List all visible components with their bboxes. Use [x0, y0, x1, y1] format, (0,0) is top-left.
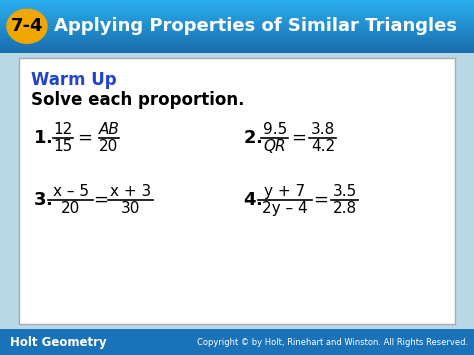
- Bar: [0, 45, 474, 47]
- Bar: [0, 24, 474, 26]
- Bar: [0, 18, 474, 21]
- Bar: [0, 26, 474, 29]
- Text: Solve each proportion.: Solve each proportion.: [31, 91, 245, 109]
- Text: 2y – 4: 2y – 4: [262, 201, 308, 215]
- Bar: [0, 37, 474, 39]
- Bar: [0, 16, 474, 18]
- Polygon shape: [7, 9, 47, 43]
- Bar: [0, 8, 474, 11]
- Bar: [0, 0, 474, 2]
- Bar: [0, 50, 474, 53]
- Bar: [0, 11, 474, 13]
- Text: 9.5: 9.5: [263, 121, 287, 137]
- Text: 7-4: 7-4: [11, 17, 43, 35]
- Text: 3.8: 3.8: [311, 121, 335, 137]
- Text: 20: 20: [100, 138, 118, 154]
- Text: 12: 12: [54, 121, 73, 137]
- Bar: [0, 13, 474, 16]
- Bar: [19, 58, 455, 324]
- Text: QR: QR: [264, 138, 286, 154]
- Bar: [0, 32, 474, 34]
- Text: x + 3: x + 3: [110, 184, 152, 198]
- Text: 15: 15: [54, 138, 73, 154]
- Bar: [0, 39, 474, 42]
- Bar: [0, 329, 474, 355]
- Text: 20: 20: [61, 201, 81, 215]
- Text: Applying Properties of Similar Triangles: Applying Properties of Similar Triangles: [54, 17, 457, 35]
- Text: $\bf{1.}$: $\bf{1.}$: [33, 129, 53, 147]
- Text: =: =: [313, 191, 328, 208]
- Bar: [0, 5, 474, 8]
- Bar: [0, 2, 474, 5]
- Text: =: =: [292, 129, 307, 147]
- Text: 4.2: 4.2: [311, 138, 335, 154]
- Text: 2.8: 2.8: [333, 201, 357, 215]
- Text: =: =: [93, 191, 109, 208]
- Text: $\bf{4.}$: $\bf{4.}$: [243, 191, 263, 208]
- Text: Holt Geometry: Holt Geometry: [10, 335, 107, 349]
- Bar: [0, 34, 474, 37]
- Text: x – 5: x – 5: [53, 184, 89, 198]
- Text: $\bf{3.}$: $\bf{3.}$: [33, 191, 53, 208]
- Text: AB: AB: [99, 121, 119, 137]
- Bar: [0, 21, 474, 24]
- Text: $\bf{2.}$: $\bf{2.}$: [243, 129, 263, 147]
- Text: y + 7: y + 7: [264, 184, 306, 198]
- Text: =: =: [77, 129, 92, 147]
- Text: 30: 30: [121, 201, 141, 215]
- Bar: [0, 42, 474, 45]
- Text: Copyright © by Holt, Rinehart and Winston. All Rights Reserved.: Copyright © by Holt, Rinehart and Winsto…: [197, 338, 468, 346]
- Bar: [0, 47, 474, 50]
- Text: Warm Up: Warm Up: [31, 71, 117, 88]
- Text: 3.5: 3.5: [333, 184, 357, 198]
- Bar: [0, 29, 474, 32]
